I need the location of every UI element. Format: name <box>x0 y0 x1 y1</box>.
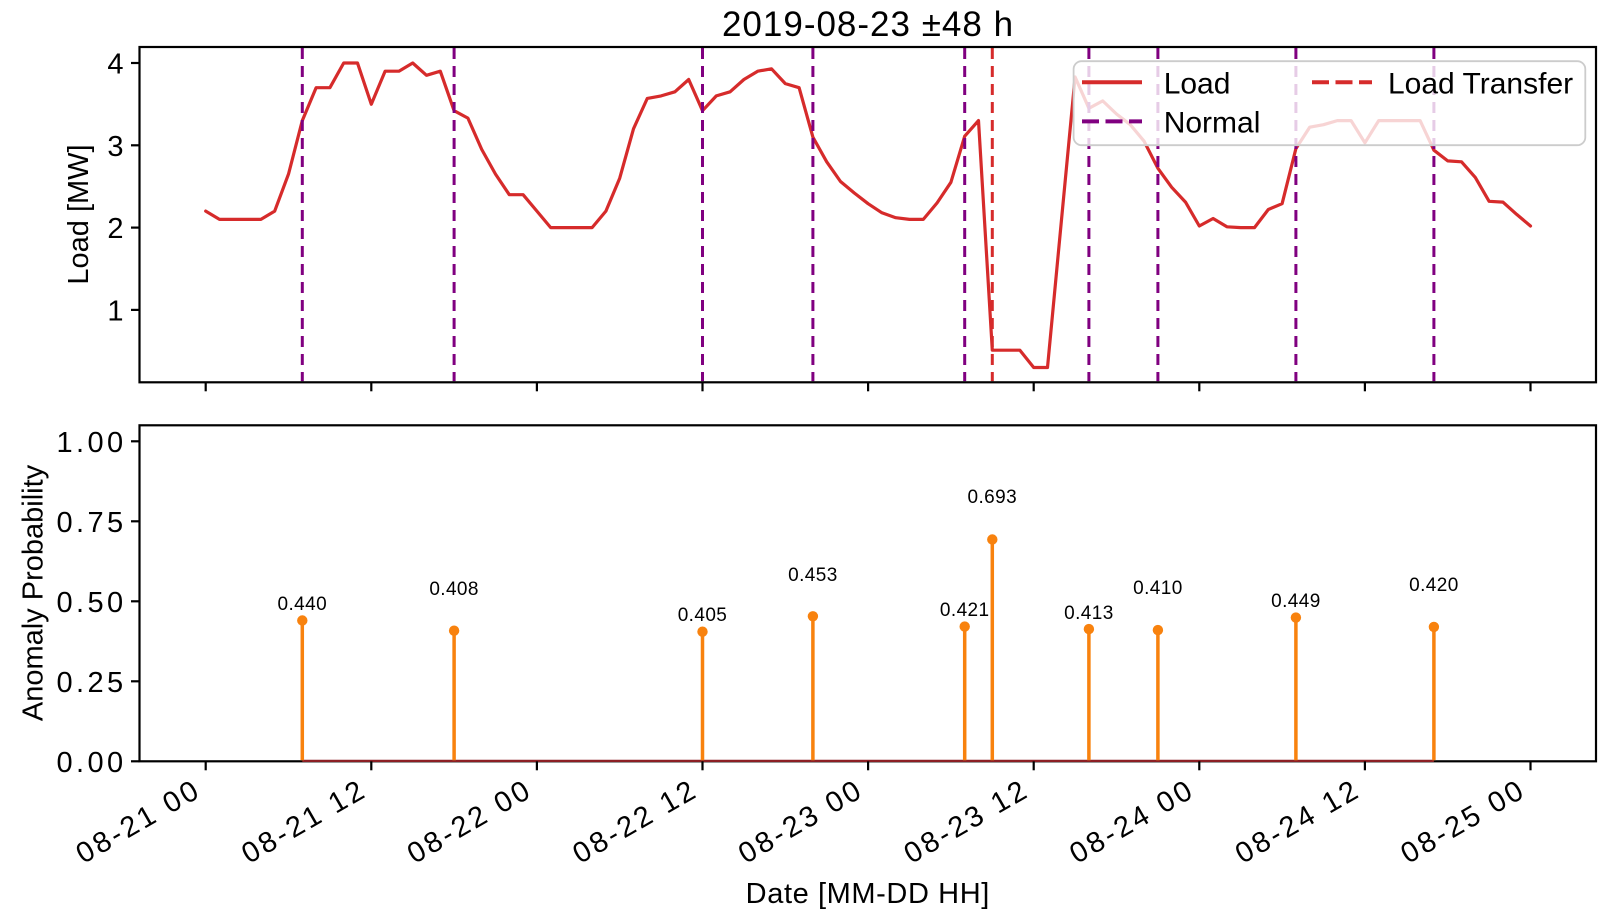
svg-text:0.408: 0.408 <box>429 579 479 600</box>
svg-text:0.453: 0.453 <box>788 565 838 586</box>
svg-text:0.75: 0.75 <box>56 507 126 539</box>
svg-text:0.25: 0.25 <box>56 667 126 699</box>
svg-text:Anomaly Probability: Anomaly Probability <box>18 464 50 721</box>
svg-text:Date [MM-DD HH]: Date [MM-DD HH] <box>746 878 990 910</box>
svg-text:0.413: 0.413 <box>1064 603 1114 624</box>
svg-text:3: 3 <box>107 131 123 163</box>
svg-text:0.410: 0.410 <box>1133 578 1183 599</box>
svg-text:1.00: 1.00 <box>56 427 126 459</box>
svg-text:0.50: 0.50 <box>56 587 126 619</box>
svg-text:0.405: 0.405 <box>678 605 728 626</box>
svg-text:Load [MW]: Load [MW] <box>63 144 95 284</box>
svg-text:2019-08-23 ±48 h: 2019-08-23 ±48 h <box>722 5 1014 44</box>
svg-text:0.693: 0.693 <box>968 487 1018 508</box>
svg-text:0.00: 0.00 <box>56 747 126 779</box>
svg-text:Load Transfer: Load Transfer <box>1388 68 1573 101</box>
svg-text:0.421: 0.421 <box>940 600 990 621</box>
svg-text:2: 2 <box>107 213 123 245</box>
svg-text:Load: Load <box>1164 68 1231 101</box>
svg-text:0.440: 0.440 <box>278 594 328 615</box>
svg-text:0.420: 0.420 <box>1409 575 1459 596</box>
svg-text:1: 1 <box>107 295 123 327</box>
svg-text:0.449: 0.449 <box>1271 591 1321 612</box>
svg-text:4: 4 <box>107 49 123 81</box>
svg-text:Normal: Normal <box>1164 107 1261 140</box>
